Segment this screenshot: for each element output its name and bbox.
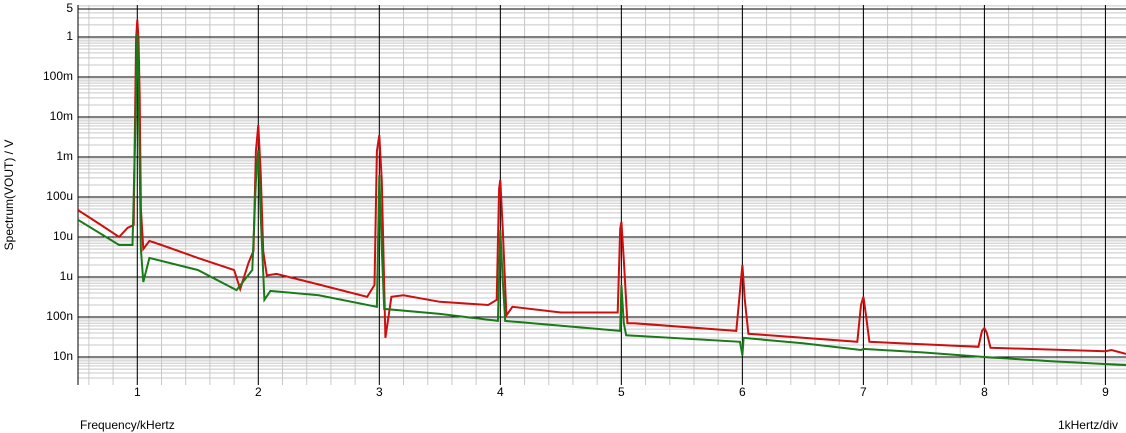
y-tick-label: 1 <box>66 29 73 43</box>
series-line <box>78 32 1126 367</box>
x-tick-label: 9 <box>1102 385 1109 399</box>
x-tick-label: 1 <box>134 385 141 399</box>
y-tick-label: 10n <box>53 349 73 363</box>
x-tick-label: 2 <box>255 385 262 399</box>
x-tick-label: 5 <box>618 385 625 399</box>
y-tick-label: 10m <box>50 109 73 123</box>
x-tick-label: 6 <box>739 385 746 399</box>
x-tick-label: 8 <box>981 385 988 399</box>
x-tick-label: 3 <box>376 385 383 399</box>
y-tick-label: 100m <box>43 69 73 83</box>
y-tick-label: 1u <box>60 269 73 283</box>
y-tick-label: 10u <box>53 229 73 243</box>
series-line <box>78 19 1126 355</box>
x-axis-label: Frequency/kHertz <box>80 418 175 432</box>
x-tick-label: 4 <box>497 385 504 399</box>
y-tick-label: 100u <box>46 189 73 203</box>
y-tick-label: 100n <box>46 309 73 323</box>
scale-note: 1kHertz/div <box>1058 418 1118 432</box>
y-tick-label: 5 <box>66 1 73 15</box>
x-tick-label: 7 <box>860 385 867 399</box>
y-tick-label: 1m <box>56 149 73 163</box>
y-axis-label: Spectrum(VOUT) / V <box>2 140 16 251</box>
